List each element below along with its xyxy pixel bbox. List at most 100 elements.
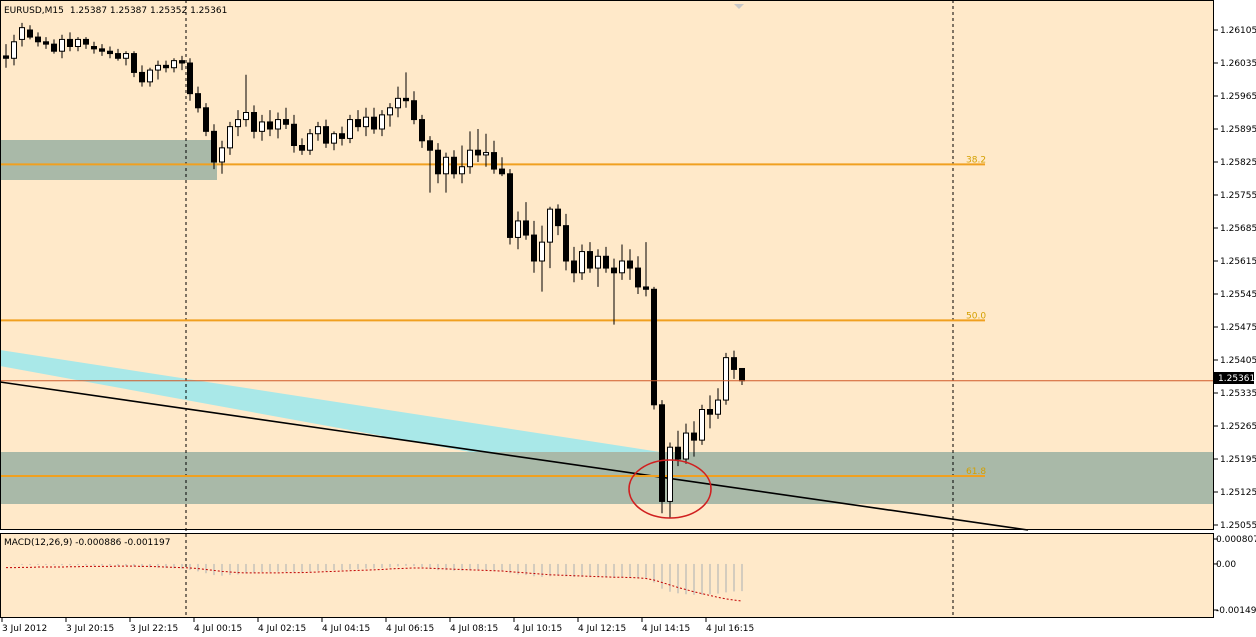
time-axis-label: 4 Jul 02:15 <box>258 624 306 634</box>
candle-body <box>227 126 233 149</box>
macd-axis-label: -0.00149 <box>1216 606 1256 616</box>
time-axis-label: 4 Jul 16:15 <box>706 624 754 634</box>
candle-body <box>523 220 529 236</box>
candle-body <box>51 43 57 52</box>
candle-body <box>635 267 641 288</box>
chart-shift-marker[interactable] <box>734 4 744 9</box>
candle-body <box>547 208 553 243</box>
candle-body <box>123 53 129 59</box>
candle-body <box>99 48 105 52</box>
candle-body <box>411 100 417 121</box>
candle-body <box>427 140 433 151</box>
candle-body <box>139 71 145 83</box>
candle-body <box>115 53 121 59</box>
candle-body <box>299 145 305 151</box>
candle-body <box>75 38 81 47</box>
price-axis-label: 1.25055 <box>1220 521 1256 531</box>
candle-body <box>603 255 609 269</box>
candle-body <box>339 133 345 139</box>
candle-body <box>707 409 713 415</box>
candle-body <box>595 255 601 269</box>
price-axis-label: 1.26105 <box>1220 26 1256 36</box>
candle-body <box>267 121 273 130</box>
candle-body <box>195 93 201 109</box>
candle-body <box>283 119 289 125</box>
price-axis-label: 1.25825 <box>1220 158 1256 168</box>
time-axis-label: 4 Jul 00:15 <box>194 624 242 634</box>
price-axis[interactable]: 1.26105 1.26035 1.25965 1.25895 1.25825 1.257… <box>1214 26 1256 531</box>
candle-body <box>91 46 97 50</box>
time-axis-label: 4 Jul 14:15 <box>642 624 690 634</box>
candle-body <box>235 119 241 128</box>
candle-body <box>555 208 561 227</box>
price-axis-label: 1.25685 <box>1220 224 1256 234</box>
candle-body <box>731 357 737 370</box>
candle-body <box>659 404 665 502</box>
candle-body <box>723 357 729 401</box>
candle-body <box>251 112 257 132</box>
candle-body <box>715 399 721 415</box>
candle-body <box>507 173 513 238</box>
current-price-tag <box>1214 372 1254 384</box>
candle-body <box>83 38 89 45</box>
candle-body <box>347 119 353 139</box>
candle-body <box>371 116 377 130</box>
supply-zone <box>0 140 217 180</box>
candle-body <box>475 149 481 156</box>
candle-body <box>443 156 449 175</box>
fib-level-label: 50.0 <box>966 311 986 321</box>
time-axis[interactable]: 3 Jul 2012 3 Jul 20:15 3 Jul 22:15 4 Jul 00… <box>1 618 754 634</box>
time-axis-label: 3 Jul 20:15 <box>66 624 114 634</box>
candle-body <box>467 149 473 168</box>
price-axis-label: 1.25265 <box>1220 422 1256 432</box>
candle-body <box>739 367 745 382</box>
candle-body <box>387 107 393 116</box>
price-axis-label: 1.25755 <box>1220 191 1256 201</box>
candle-body <box>435 149 441 175</box>
macd-axis: 0.000807 0.00 -0.00149 <box>1214 535 1256 616</box>
candle-body <box>291 123 297 146</box>
candle-body <box>323 126 329 144</box>
candle-body <box>11 41 17 59</box>
candle-body <box>35 36 41 43</box>
candle-body <box>451 156 457 175</box>
candle-body <box>243 112 249 121</box>
candle-body <box>627 260 633 269</box>
time-axis-label: 4 Jul 10:15 <box>514 624 562 634</box>
candle-body <box>59 38 65 52</box>
trendline[interactable] <box>0 381 1029 531</box>
price-axis-label: 1.25125 <box>1220 488 1256 498</box>
candle-body <box>219 147 225 163</box>
price-axis-label: 1.25965 <box>1220 92 1256 102</box>
candle-body <box>699 409 705 441</box>
macd-plot-background[interactable] <box>0 533 1214 618</box>
candle-body <box>491 152 497 170</box>
time-axis-label: 4 Jul 06:15 <box>386 624 434 634</box>
candle-body <box>611 267 617 274</box>
time-axis-label: 3 Jul 2012 <box>2 624 47 634</box>
candle-body <box>483 152 489 156</box>
candle-body <box>691 432 697 441</box>
candle-body <box>379 114 385 130</box>
candle-body <box>587 251 593 269</box>
candle-body <box>619 260 625 274</box>
chart-title: EURUSD,M15 1.25387 1.25387 1.25352 1.2536… <box>4 6 227 16</box>
candle-body <box>563 225 569 262</box>
macd-axis-label: 0.000807 <box>1216 535 1256 545</box>
candle-body <box>187 62 193 95</box>
fib-level-label: 38.2 <box>966 155 986 165</box>
candle-body <box>107 50 113 55</box>
candle-body <box>43 41 49 45</box>
macd-plot-frame <box>0 533 1214 618</box>
candle-body <box>147 69 153 83</box>
macd-signal-line <box>6 565 743 602</box>
candle-body <box>395 97 401 109</box>
candle-body <box>275 119 281 130</box>
circle-annotation[interactable] <box>628 459 712 519</box>
candle-body <box>163 64 169 69</box>
candle-body <box>571 260 577 274</box>
ohlc-label: 1.25387 1.25387 1.25352 1.25361 <box>70 6 227 16</box>
macd-indicator <box>6 563 743 602</box>
candle-body <box>307 133 313 151</box>
